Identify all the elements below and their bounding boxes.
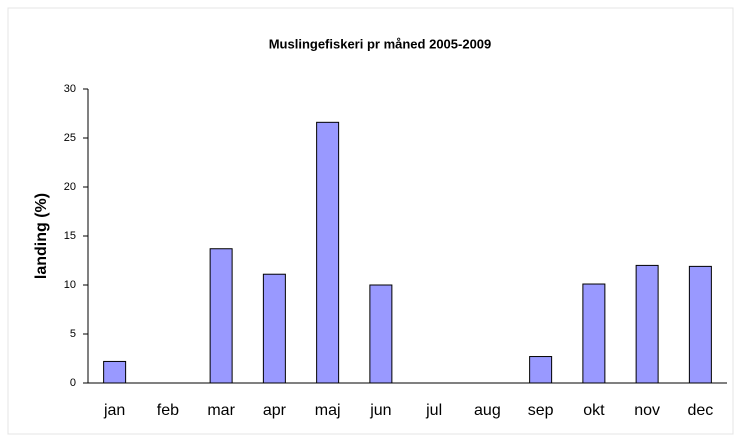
x-tick-label: aug <box>474 402 501 419</box>
y-tick-label: 25 <box>64 132 76 144</box>
x-tick-label: maj <box>315 402 341 419</box>
x-tick-label: sep <box>528 402 554 419</box>
y-tick-label: 10 <box>64 279 76 291</box>
y-axis-label: landing (%) <box>33 193 50 279</box>
x-tick-label: dec <box>687 402 713 419</box>
x-tick-label: apr <box>263 402 287 419</box>
bar <box>529 356 553 384</box>
y-tick-label: 5 <box>70 328 76 340</box>
x-tick-label: jun <box>369 402 391 419</box>
x-tick-label: jan <box>103 402 125 419</box>
y-tick-label: 20 <box>64 181 76 193</box>
chart-title: Muslingefiskeri pr måned 2005-2009 <box>269 36 492 51</box>
bar <box>209 248 233 384</box>
x-tick-label: okt <box>583 402 605 419</box>
bar <box>582 283 606 384</box>
bar <box>103 360 127 384</box>
bar <box>688 265 712 384</box>
x-tick-label: feb <box>157 402 179 419</box>
y-tick-label: 15 <box>64 230 76 242</box>
x-tick-label: nov <box>634 402 660 419</box>
y-tick-label: 30 <box>64 83 76 95</box>
y-tick-label: 0 <box>70 377 76 389</box>
bar <box>635 264 659 384</box>
bar <box>369 284 393 384</box>
bar <box>316 121 340 384</box>
x-tick-label: mar <box>207 402 235 419</box>
bar <box>262 273 286 384</box>
x-tick-label: jul <box>425 402 442 419</box>
